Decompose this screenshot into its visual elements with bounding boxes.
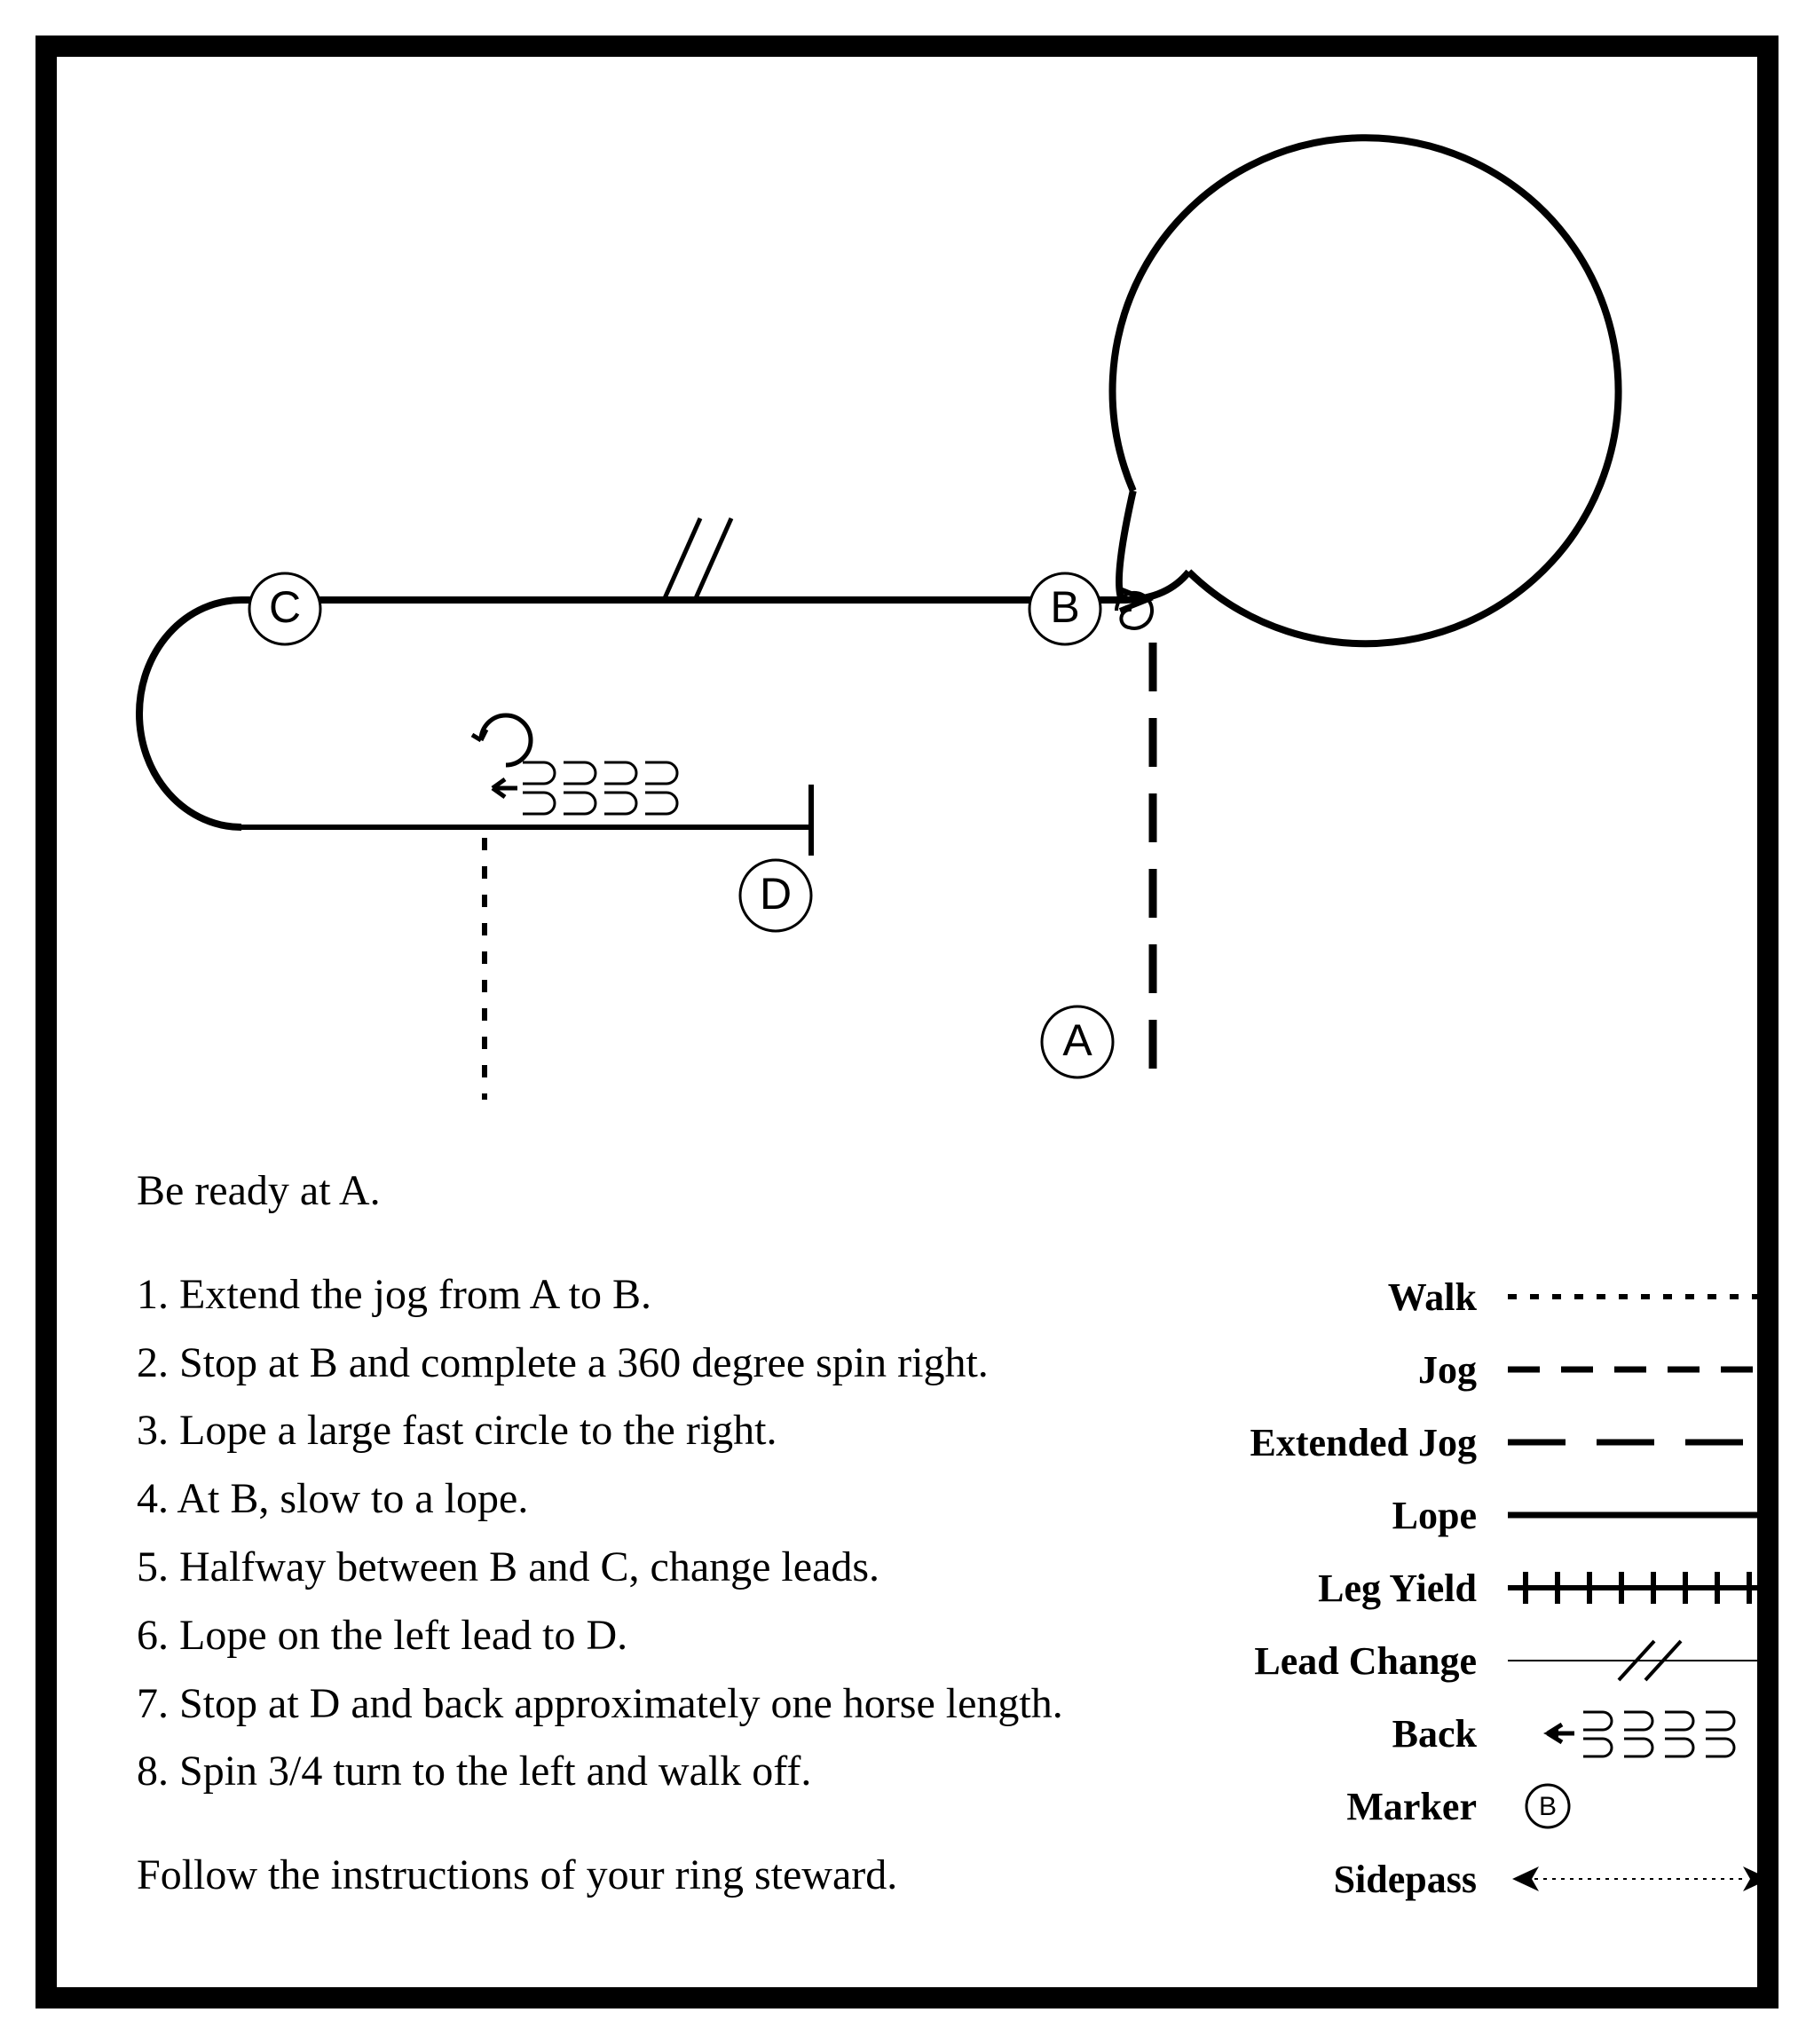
svg-text:C: C	[269, 582, 301, 632]
legend-row: Lead Change	[1131, 1632, 1787, 1689]
legend-symbol-extjog	[1503, 1416, 1787, 1469]
legend-label: Sidepass	[1166, 1857, 1503, 1902]
step-item: 3. Lope a large fast circle to the right…	[137, 1397, 1063, 1465]
svg-text:D: D	[760, 869, 792, 919]
svg-text:A: A	[1062, 1015, 1092, 1065]
legend-row: Marker B	[1131, 1778, 1787, 1835]
svg-text:B: B	[1539, 1792, 1557, 1821]
legend-row: Walk	[1131, 1268, 1787, 1325]
intro-text: Be ready at A.	[137, 1157, 1063, 1226]
legend-label: Extended Jog	[1166, 1420, 1503, 1465]
legend: Walk Jog Extended Jog Lope Leg Yield Lead Cha…	[1131, 1268, 1787, 1923]
legend-symbol-lope	[1503, 1488, 1787, 1542]
legend-label: Jog	[1166, 1347, 1503, 1393]
step-item: 5. Halfway between B and C, change leads…	[137, 1534, 1063, 1602]
pattern-diagram: A B C D	[57, 57, 1743, 1166]
legend-symbol-leadchange	[1503, 1634, 1787, 1687]
step-item: 1. Extend the jog from A to B.	[137, 1261, 1063, 1330]
legend-symbol-marker: B	[1503, 1780, 1787, 1833]
legend-symbol-jog	[1503, 1343, 1787, 1396]
legend-label: Walk	[1166, 1275, 1503, 1320]
step-item: 4. At B, slow to a lope.	[137, 1465, 1063, 1534]
step-item: 8. Spin 3/4 turn to the left and walk of…	[137, 1738, 1063, 1806]
legend-row: Jog	[1131, 1341, 1787, 1398]
legend-symbol-legyield	[1503, 1561, 1787, 1614]
legend-label: Marker	[1166, 1784, 1503, 1829]
legend-label: Back	[1166, 1711, 1503, 1756]
legend-row: Leg Yield	[1131, 1559, 1787, 1616]
legend-label: Lope	[1166, 1493, 1503, 1538]
step-item: 7. Stop at D and back approximately one …	[137, 1670, 1063, 1739]
legend-label: Leg Yield	[1166, 1566, 1503, 1611]
legend-row: Lope	[1131, 1487, 1787, 1543]
step-item: 2. Stop at B and complete a 360 degree s…	[137, 1330, 1063, 1398]
step-list: 1. Extend the jog from A to B.2. Stop at…	[137, 1261, 1063, 1806]
legend-row: Sidepass	[1131, 1851, 1787, 1907]
legend-symbol-walk	[1503, 1270, 1787, 1323]
legend-symbol-back	[1503, 1707, 1787, 1760]
instruction-block: Be ready at A. 1. Extend the jog from A …	[137, 1157, 1063, 1910]
legend-symbol-sidepass	[1503, 1852, 1787, 1906]
footer-text: Follow the instructions of your ring ste…	[137, 1842, 1063, 1910]
pattern-frame: A B C D Be ready at A. 1. Extend the jog fr…	[35, 36, 1779, 2008]
legend-row: Extended Jog	[1131, 1414, 1787, 1471]
svg-text:B: B	[1050, 582, 1079, 632]
legend-row: Back	[1131, 1705, 1787, 1762]
step-item: 6. Lope on the left lead to D.	[137, 1602, 1063, 1670]
legend-label: Lead Change	[1166, 1638, 1503, 1684]
